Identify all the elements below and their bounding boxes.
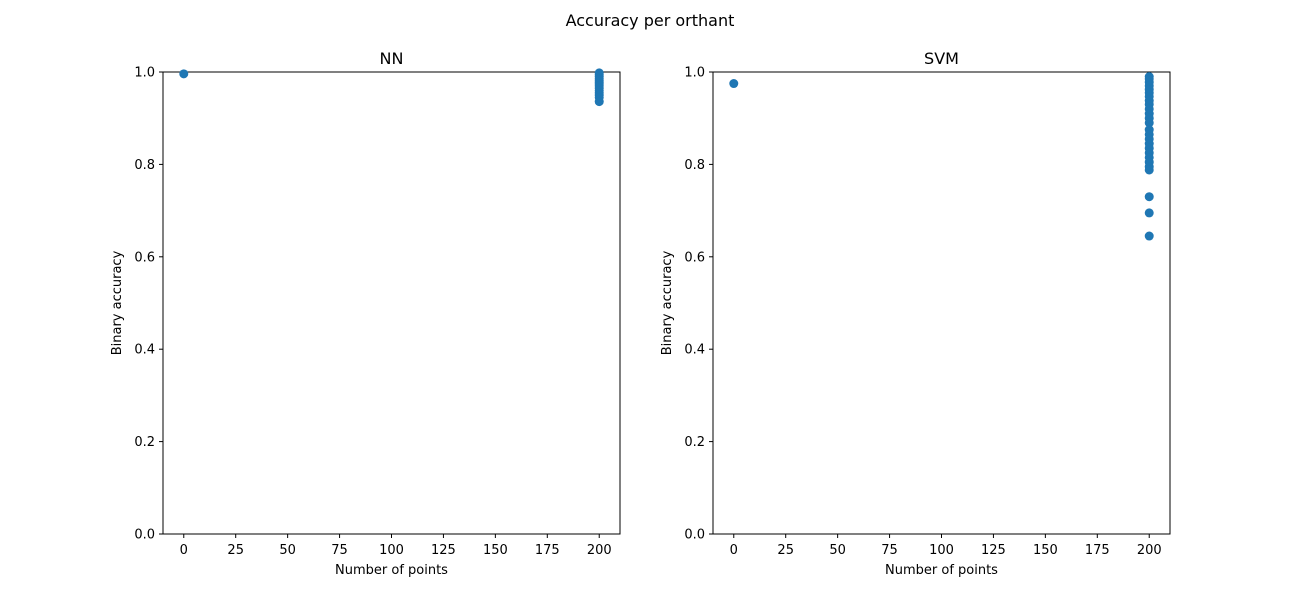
svm-data-point: [1144, 165, 1154, 175]
svm-data-point: [1144, 192, 1154, 202]
figure-suptitle: Accuracy per orthant: [566, 11, 735, 30]
nn-subplot: NN 0 25 50 75 100 125 150 175 200 0.0 0.2 0.4 0.6 0.8 1…: [110, 49, 621, 578]
subplot-panels: NN 0 25 50 75 100 125 150 175 200 0.0 0.2 0.4 0.6 0.8 1…: [110, 49, 1171, 578]
nn-y-tick-label: 0.8: [134, 158, 155, 173]
svm-x-tick-label: 100: [929, 543, 954, 558]
svm-y-tick-label: 0.8: [684, 158, 705, 173]
nn-x-tick-label: 200: [587, 543, 612, 558]
nn-y-tick-label: 0.6: [134, 250, 155, 265]
nn-x-tick-label: 75: [331, 543, 348, 558]
svm-x-tick-label: 125: [981, 543, 1006, 558]
nn-x-tick-label: 125: [431, 543, 456, 558]
svm-y-tick-label: 0.2: [684, 435, 705, 450]
svm-x-tick-label: 175: [1085, 543, 1110, 558]
svm-data-point: [1144, 118, 1154, 128]
svm-y-tick-label: 1.0: [684, 66, 705, 81]
nn-y-tick-label: 0.0: [134, 528, 155, 543]
svm-x-tick-label: 200: [1137, 543, 1162, 558]
nn-data-point: [594, 97, 604, 107]
svm-x-tick-label: 25: [777, 543, 794, 558]
nn-data-point: [179, 69, 189, 79]
nn-y-tick-label: 0.4: [134, 343, 155, 358]
nn-y-tick-label: 0.2: [134, 435, 155, 450]
svm-x-tick-label: 75: [881, 543, 898, 558]
svm-x-tick-label: 50: [829, 543, 846, 558]
nn-x-tick-label: 175: [535, 543, 560, 558]
svm-data-point: [729, 79, 739, 89]
svm-y-axis-label: Binary accuracy: [660, 250, 675, 355]
svm-y-tick-label: 0.6: [684, 250, 705, 265]
svm-x-axis-label: Number of points: [885, 563, 998, 578]
nn-x-tick-label: 150: [483, 543, 508, 558]
nn-chart-title: NN: [380, 49, 404, 68]
nn-y-tick-label: 1.0: [134, 66, 155, 81]
svm-data-point: [1144, 231, 1154, 241]
svm-y-tick-label: 0.4: [684, 343, 705, 358]
nn-x-tick-label: 25: [227, 543, 244, 558]
svm-chart-title: SVM: [924, 49, 959, 68]
svm-y-tick-label: 0.0: [684, 528, 705, 543]
nn-y-axis-label: Binary accuracy: [110, 250, 125, 355]
nn-x-axis-label: Number of points: [335, 563, 448, 578]
nn-x-tick-label: 100: [379, 543, 404, 558]
nn-x-tick-label: 50: [279, 543, 296, 558]
nn-x-tick-label: 0: [180, 543, 188, 558]
svm-subplot: SVM 0 25 50 75 100 125 150 175 200 0.0 0.2 0.4 0.6 0.8…: [660, 49, 1171, 578]
svm-data-point: [1144, 208, 1154, 218]
svm-x-tick-label: 150: [1033, 543, 1058, 558]
svm-x-tick-label: 0: [730, 543, 738, 558]
